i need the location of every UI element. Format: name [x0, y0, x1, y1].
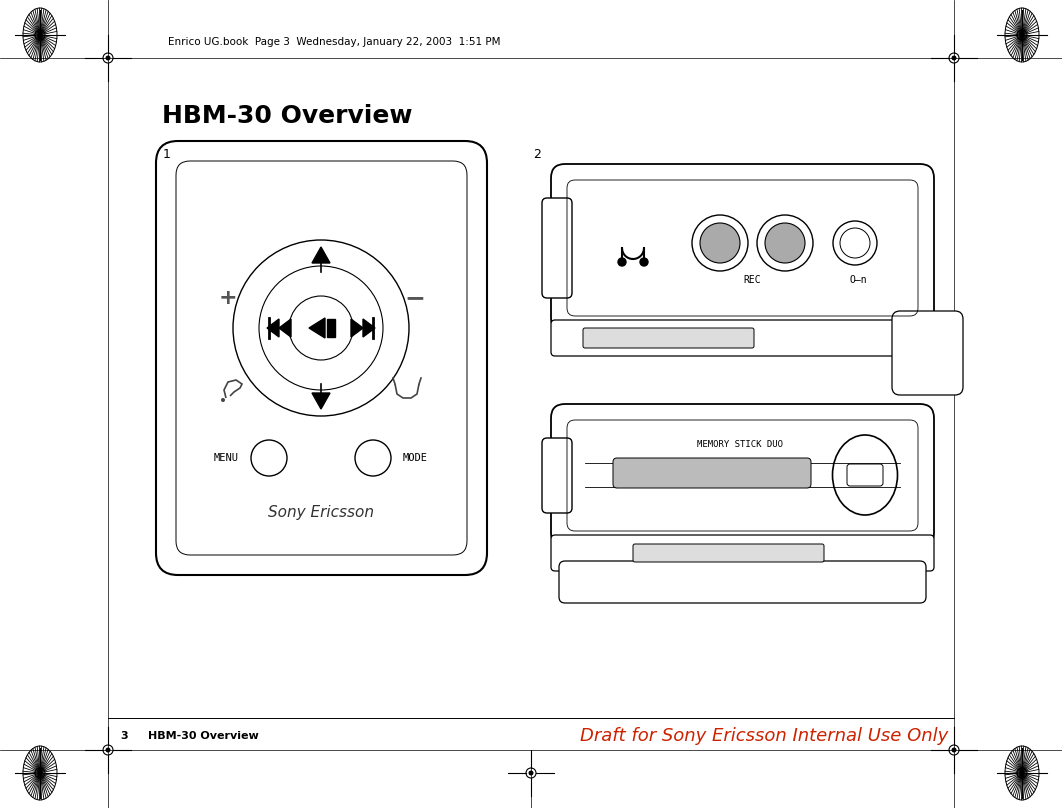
Text: REC: REC	[743, 275, 760, 285]
FancyBboxPatch shape	[542, 198, 572, 298]
Text: Sony Ericsson: Sony Ericsson	[268, 506, 374, 520]
FancyBboxPatch shape	[551, 320, 933, 356]
Circle shape	[1020, 32, 1025, 37]
Circle shape	[221, 398, 225, 402]
Text: Enrico UG.book  Page 3  Wednesday, January 22, 2003  1:51 PM: Enrico UG.book Page 3 Wednesday, January…	[168, 37, 500, 47]
Polygon shape	[312, 393, 330, 409]
Circle shape	[952, 747, 957, 752]
Text: O―n: O―n	[850, 275, 867, 285]
Polygon shape	[363, 319, 375, 337]
Text: MEMORY STICK DUO: MEMORY STICK DUO	[697, 440, 783, 449]
FancyBboxPatch shape	[613, 458, 811, 488]
Text: MENU: MENU	[215, 453, 239, 463]
Text: 3: 3	[120, 731, 127, 741]
Polygon shape	[309, 318, 325, 338]
Bar	[327, 319, 335, 337]
FancyBboxPatch shape	[551, 404, 933, 547]
Text: 1: 1	[162, 148, 171, 161]
Text: HBM-30 Overview: HBM-30 Overview	[148, 731, 259, 741]
Polygon shape	[267, 319, 279, 337]
Polygon shape	[352, 319, 363, 337]
Circle shape	[640, 258, 648, 266]
Circle shape	[618, 258, 626, 266]
Text: +: +	[219, 288, 237, 308]
Circle shape	[700, 223, 740, 263]
FancyBboxPatch shape	[551, 164, 933, 332]
Text: Draft for Sony Ericsson Internal Use Only: Draft for Sony Ericsson Internal Use Onl…	[580, 727, 948, 745]
Polygon shape	[312, 247, 330, 263]
Circle shape	[952, 56, 957, 61]
Circle shape	[1020, 771, 1025, 776]
FancyBboxPatch shape	[847, 464, 883, 486]
Circle shape	[529, 771, 533, 776]
Text: MODE: MODE	[402, 453, 428, 463]
Circle shape	[37, 771, 42, 776]
Circle shape	[105, 56, 110, 61]
FancyBboxPatch shape	[583, 328, 754, 348]
Circle shape	[37, 32, 42, 37]
Text: −: −	[405, 286, 426, 310]
FancyBboxPatch shape	[542, 438, 572, 513]
Circle shape	[105, 747, 110, 752]
FancyBboxPatch shape	[551, 535, 933, 571]
FancyBboxPatch shape	[633, 544, 824, 562]
Text: HBM-30 Overview: HBM-30 Overview	[162, 104, 412, 128]
FancyBboxPatch shape	[892, 311, 963, 395]
FancyBboxPatch shape	[559, 561, 926, 603]
Polygon shape	[279, 319, 291, 337]
Circle shape	[765, 223, 805, 263]
Text: 2: 2	[533, 148, 541, 161]
FancyBboxPatch shape	[156, 141, 487, 575]
